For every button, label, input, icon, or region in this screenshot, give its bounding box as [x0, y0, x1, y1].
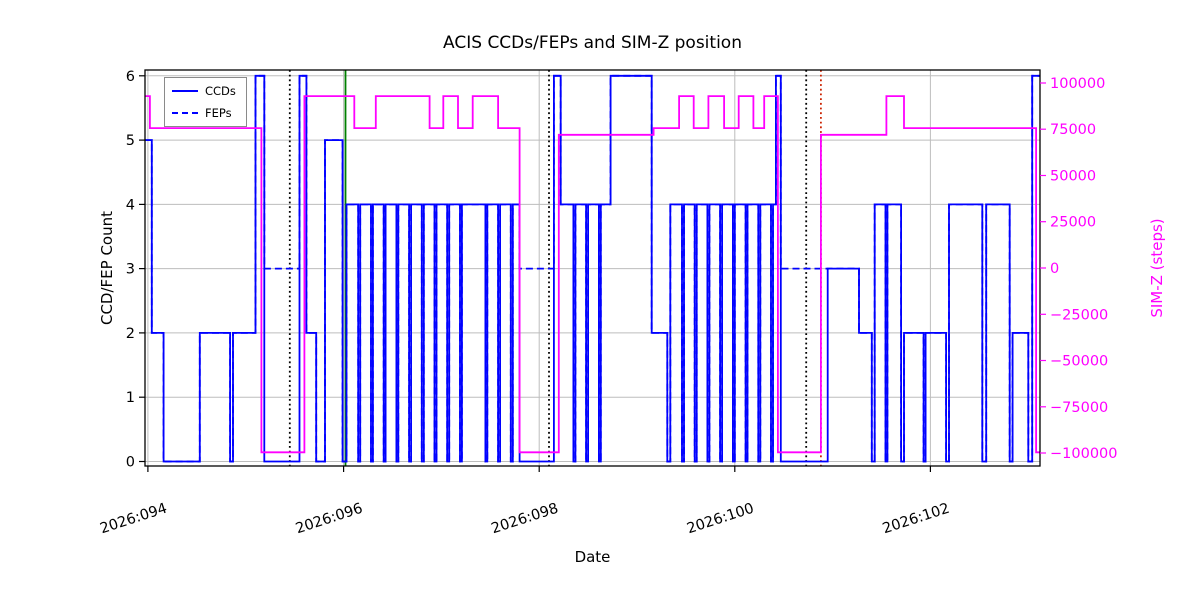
sim-z-line — [145, 95, 1040, 454]
x-tick-label: 2026:102 — [881, 501, 952, 538]
legend-item-feps: FEPs — [172, 106, 236, 120]
y-right-tick-label: 100000 — [1050, 76, 1105, 92]
legend-label-ccds: CCDs — [205, 84, 236, 98]
y-left-tick-label: 2 — [126, 326, 135, 342]
x-tick-label: 2026:098 — [489, 501, 560, 538]
y-left-tick-label: 3 — [126, 262, 135, 278]
x-tick-label: 2026:094 — [98, 501, 169, 538]
y-right-tick-label: −100000 — [1050, 446, 1118, 462]
y-right-tick-label: 25000 — [1050, 215, 1096, 231]
y-right-tick-label: −75000 — [1050, 400, 1108, 416]
y-right-tick-label: −50000 — [1050, 354, 1108, 370]
x-tick-label: 2026:096 — [294, 501, 365, 538]
y-left-tick-label: 4 — [126, 197, 135, 213]
y-right-tick-label: 75000 — [1050, 122, 1096, 138]
chart-title: ACIS CCDs/FEPs and SIM-Z position — [443, 33, 742, 53]
feps-line-sample — [172, 112, 198, 114]
legend-label-feps: FEPs — [205, 106, 232, 120]
ccds-line-sample — [172, 90, 198, 92]
y-axis-label-right: SIM-Z (steps) — [1148, 218, 1166, 318]
y-left-tick-label: 6 — [126, 69, 135, 85]
y-axis-label-left: CCD/FEP Count — [98, 210, 116, 326]
y-right-tick-label: −25000 — [1050, 307, 1108, 323]
y-right-tick-label: 50000 — [1050, 168, 1096, 184]
legend: CCDs FEPs — [164, 77, 247, 127]
feps-line — [145, 74, 1040, 463]
y-left-tick-label: 0 — [126, 455, 135, 471]
legend-item-ccds: CCDs — [172, 84, 236, 98]
y-right-tick-label: 0 — [1050, 261, 1059, 277]
y-left-tick-label: 5 — [126, 133, 135, 149]
x-tick-label: 2026:100 — [685, 501, 756, 538]
x-axis-label: Date — [574, 548, 611, 566]
y-left-tick-label: 1 — [126, 390, 135, 406]
